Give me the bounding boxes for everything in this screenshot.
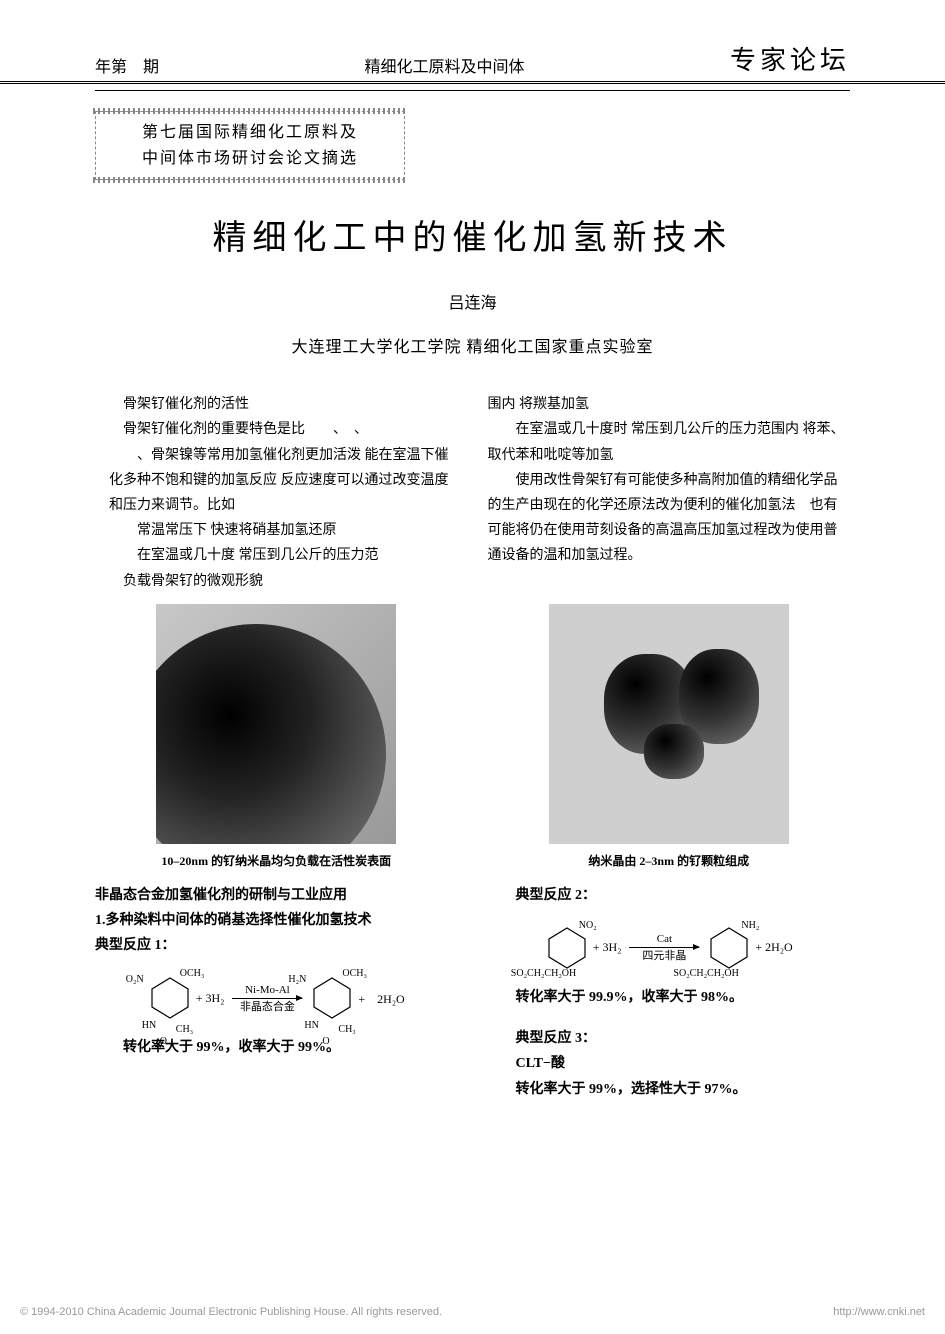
lp2: 骨架钌催化剂的重要特色是比 、 、	[95, 417, 458, 442]
header-issue: 年第 期	[95, 53, 159, 77]
sub-so2-2: SO₂CH₂CH₂OH	[673, 968, 738, 979]
conference-line2: 中间体市场研讨会论文摘选	[110, 146, 390, 172]
header-rule	[95, 90, 850, 91]
reagent-h2-1: + 3H₂	[196, 991, 225, 1006]
rp2: 在室温或几十度时 常压到几公斤的压力范围内 将苯、取代苯和吡啶等加氢	[488, 417, 851, 467]
reaction1-label: 典型反应 1：	[95, 933, 458, 958]
microscopy-image-2	[549, 604, 789, 844]
arrow-bottom-1: 非晶态合金	[232, 1001, 302, 1013]
clt-acid: CLT−酸	[488, 1051, 851, 1076]
lp5: 在室温或几十度 常压到几公斤的压力范	[95, 543, 458, 568]
reagent-h2-2: + 3H₂	[593, 940, 622, 955]
copyright-text: © 1994-2010 China Academic Journal Elect…	[20, 1306, 442, 1318]
reaction2-result: 转化率大于 99.9%，收率大于 98%。	[488, 986, 851, 1006]
copyright-url: http://www.cnki.net	[833, 1306, 925, 1318]
lp1: 骨架钌催化剂的活性	[95, 392, 458, 417]
reaction2-arrow: Cat 四元非晶	[629, 933, 699, 962]
fig1-caption: 10–20nm 的钌纳米晶均匀负载在活性炭表面	[95, 852, 458, 869]
sub-och3-1: OCH₃	[180, 968, 205, 979]
author-name: 吕连海	[0, 289, 945, 313]
conference-box: 第七届国际精细化工原料及 中间体市场研讨会论文摘选	[95, 111, 405, 180]
reactant-1: O₂N OCH₃ HN CH₃ O	[148, 974, 192, 1022]
sub-o2n: O₂N	[126, 974, 144, 985]
reaction3-label: 典型反应 3：	[488, 1026, 851, 1051]
sub-ch3-2: CH₃	[338, 1024, 355, 1035]
sub-och3-2: OCH₃	[342, 968, 367, 979]
reaction-scheme-2: NO₂ SO₂CH₂CH₂OH + 3H₂ Cat 四元非晶 NH₂ SO₂CH…	[488, 924, 851, 972]
header-journal: 精细化工原料及中间体	[364, 53, 524, 77]
fig2-caption: 纳米晶由 2–3nm 的钌颗粒组成	[488, 852, 851, 869]
lp4: 常温常压下 快速将硝基加氢还原	[95, 518, 458, 543]
copyright-footer: © 1994-2010 China Academic Journal Elect…	[20, 1306, 925, 1318]
arrow-top-2: Cat	[629, 933, 699, 945]
sub-o-2: O	[322, 1036, 329, 1047]
sub-h2n-1: H₂N	[288, 974, 306, 985]
reaction2-label: 典型反应 2：	[488, 883, 851, 908]
header-section: 专家论坛	[730, 40, 850, 77]
conference-line1: 第七届国际精细化工原料及	[110, 120, 390, 146]
section-heading-amorphous: 非晶态合金加氢催化剂的研制与工业应用	[95, 883, 458, 908]
figures-row: 10–20nm 的钌纳米晶均匀负载在活性炭表面 非晶态合金加氢催化剂的研制与工业…	[0, 594, 945, 1099]
sub-hn-1: HN	[142, 1020, 156, 1031]
microscopy-image-1	[156, 604, 396, 844]
reaction-scheme-1: O₂N OCH₃ HN CH₃ O + 3H₂ Ni-Mo-Al 非晶态合金 H…	[95, 974, 458, 1022]
body-columns: 骨架钌催化剂的活性 骨架钌催化剂的重要特色是比 、 、 、骨架镍等常用加氢催化剂…	[0, 392, 945, 594]
column-right: 围内 将羰基加氢 在室温或几十度时 常压到几公斤的压力范围内 将苯、取代苯和吡啶…	[488, 392, 851, 594]
article-title: 精细化工中的催化加氢新技术	[0, 210, 945, 259]
product-tail-2: + 2H₂O	[755, 940, 792, 955]
product-tail-1: + 2H₂O	[358, 990, 404, 1007]
sub-o-1: O	[160, 1036, 167, 1047]
page-header: 年第 期 精细化工原料及中间体 专家论坛	[0, 0, 945, 84]
figure-left-block: 10–20nm 的钌纳米晶均匀负载在活性炭表面 非晶态合金加氢催化剂的研制与工业…	[95, 604, 458, 1099]
product-1: H₂N OCH₃ HN CH₃ O	[310, 974, 354, 1022]
figure-right-block: 纳米晶由 2–3nm 的钌颗粒组成 典型反应 2： NO₂ SO₂CH₂CH₂O…	[488, 604, 851, 1099]
subheading-dye: 1.多种染料中间体的硝基选择性催化加氢技术	[95, 908, 458, 933]
arrow-top-1: Ni-Mo-Al	[232, 984, 302, 996]
column-left: 骨架钌催化剂的活性 骨架钌催化剂的重要特色是比 、 、 、骨架镍等常用加氢催化剂…	[95, 392, 458, 594]
lp6: 负载骨架钌的微观形貌	[95, 569, 458, 594]
sub-no2: NO₂	[579, 920, 597, 931]
reactant-2: NO₂ SO₂CH₂CH₂OH	[545, 924, 589, 972]
reaction1-result: 转化率大于 99%，收率大于 99%。	[95, 1036, 458, 1056]
reaction1-arrow: Ni-Mo-Al 非晶态合金	[232, 984, 302, 1013]
lp3: 、骨架镍等常用加氢催化剂更加活泼 能在室温下催化多种不饱和键的加氢反应 反应速度…	[95, 443, 458, 519]
arrow-bottom-2: 四元非晶	[629, 950, 699, 962]
rp3: 使用改性骨架钌有可能使多种高附加值的精细化学品的生产由现在的化学还原法改为便利的…	[488, 468, 851, 569]
sub-hn-2: HN	[304, 1020, 318, 1031]
sub-so2-1: SO₂CH₂CH₂OH	[511, 968, 576, 979]
sub-ch3-1: CH₃	[176, 1024, 193, 1035]
rp1: 围内 将羰基加氢	[488, 392, 851, 417]
product-2: NH₂ SO₂CH₂CH₂OH	[707, 924, 751, 972]
reaction3-result: 转化率大于 99%，选择性大于 97%。	[488, 1078, 851, 1098]
sub-nh2: NH₂	[741, 920, 759, 931]
affiliation: 大连理工大学化工学院 精细化工国家重点实验室	[0, 333, 945, 357]
